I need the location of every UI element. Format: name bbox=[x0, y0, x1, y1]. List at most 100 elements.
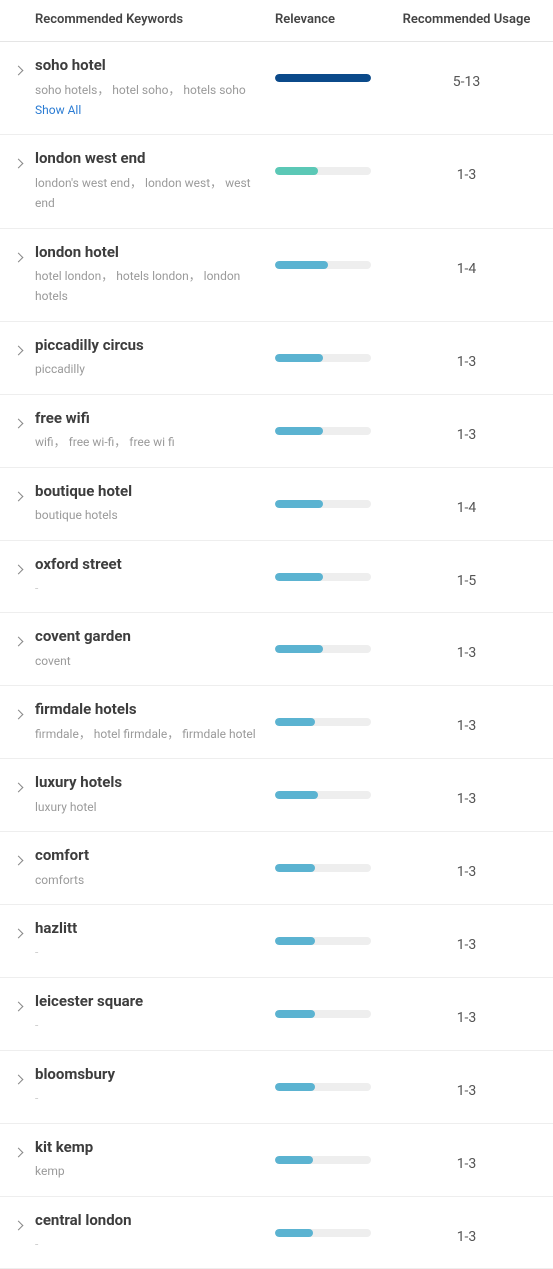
relevance-cell bbox=[275, 1211, 395, 1237]
expand-toggle[interactable] bbox=[15, 773, 35, 795]
expand-toggle[interactable] bbox=[15, 919, 35, 941]
keywords-table: Recommended Keywords Relevance Recommend… bbox=[0, 0, 553, 1269]
relevance-bar-track bbox=[275, 573, 371, 581]
expand-toggle[interactable] bbox=[15, 336, 35, 358]
expand-toggle[interactable] bbox=[15, 1211, 35, 1233]
keyword-sub: luxury hotel bbox=[35, 797, 265, 817]
keyword-main: hazlitt bbox=[35, 919, 265, 939]
keyword-sub: - bbox=[35, 1015, 265, 1035]
chevron-right-icon bbox=[14, 252, 24, 262]
usage-cell: 1-5 bbox=[395, 555, 538, 589]
relevance-bar-fill bbox=[275, 718, 315, 726]
relevance-cell bbox=[275, 56, 395, 82]
table-row: free wifi wifi， free wi-fi， free wi fi 1-3 bbox=[0, 395, 553, 468]
relevance-bar-fill bbox=[275, 1010, 315, 1018]
keyword-cell: piccadilly circuspiccadilly bbox=[35, 336, 275, 380]
keyword-cell: bloomsbury - bbox=[35, 1065, 275, 1109]
chevron-right-icon bbox=[14, 710, 24, 720]
relevance-cell bbox=[275, 846, 395, 872]
keyword-sub: firmdale， hotel firmdale， firmdale hotel bbox=[35, 724, 265, 744]
usage-cell: 1-3 bbox=[395, 992, 538, 1026]
chevron-right-icon bbox=[14, 159, 24, 169]
relevance-cell bbox=[275, 773, 395, 799]
usage-cell: 1-4 bbox=[395, 243, 538, 277]
table-row: boutique hotelboutique hotels1-4 bbox=[0, 468, 553, 541]
table-row: firmdale hotels firmdale， hotel firmdale，… bbox=[0, 686, 553, 759]
keyword-cell: london west end london's west end， london… bbox=[35, 149, 275, 213]
keyword-sub: - bbox=[35, 942, 265, 962]
keyword-main: comfort bbox=[35, 846, 265, 866]
chevron-right-icon bbox=[14, 1001, 24, 1011]
keyword-cell: free wifi wifi， free wi-fi， free wi fi bbox=[35, 409, 275, 453]
relevance-bar-track bbox=[275, 864, 371, 872]
chevron-right-icon bbox=[14, 1074, 24, 1084]
expand-toggle[interactable] bbox=[15, 409, 35, 431]
relevance-bar-fill bbox=[275, 261, 328, 269]
header-relevance: Relevance bbox=[275, 12, 395, 27]
keyword-cell: firmdale hotels firmdale， hotel firmdale，… bbox=[35, 700, 275, 744]
table-row: luxury hotelsluxury hotel1-3 bbox=[0, 759, 553, 832]
chevron-right-icon bbox=[14, 929, 24, 939]
keyword-cell: leicester square- bbox=[35, 992, 275, 1036]
keyword-main: firmdale hotels bbox=[35, 700, 265, 720]
keyword-cell: hazlitt - bbox=[35, 919, 275, 963]
keyword-main: london west end bbox=[35, 149, 265, 169]
relevance-cell bbox=[275, 919, 395, 945]
relevance-bar-fill bbox=[275, 500, 323, 508]
keyword-main: luxury hotels bbox=[35, 773, 265, 793]
table-row: kit kempkemp1-3 bbox=[0, 1124, 553, 1197]
expand-toggle[interactable] bbox=[15, 1065, 35, 1087]
expand-toggle[interactable] bbox=[15, 846, 35, 868]
expand-toggle[interactable] bbox=[15, 627, 35, 649]
usage-cell: 1-3 bbox=[395, 700, 538, 734]
relevance-bar-track bbox=[275, 354, 371, 362]
expand-toggle[interactable] bbox=[15, 555, 35, 577]
relevance-bar-fill bbox=[275, 791, 318, 799]
relevance-bar-track bbox=[275, 645, 371, 653]
usage-cell: 1-3 bbox=[395, 919, 538, 953]
keyword-cell: central london- bbox=[35, 1211, 275, 1255]
relevance-cell bbox=[275, 992, 395, 1018]
chevron-right-icon bbox=[14, 345, 24, 355]
expand-toggle[interactable] bbox=[15, 1138, 35, 1160]
table-row: london hotelhotel london， hotels london，… bbox=[0, 229, 553, 322]
relevance-bar-track bbox=[275, 937, 371, 945]
usage-cell: 1-3 bbox=[395, 1065, 538, 1099]
table-row: bloomsbury - 1-3 bbox=[0, 1051, 553, 1124]
chevron-right-icon bbox=[14, 418, 24, 428]
keyword-sub: london's west end， london west， west end bbox=[35, 173, 265, 214]
expand-toggle[interactable] bbox=[15, 482, 35, 504]
expand-toggle[interactable] bbox=[15, 700, 35, 722]
show-all-link[interactable]: Show All bbox=[35, 103, 81, 117]
keyword-main: bloomsbury bbox=[35, 1065, 265, 1085]
usage-cell: 1-3 bbox=[395, 1211, 538, 1245]
table-row: covent gardencovent1-3 bbox=[0, 613, 553, 686]
expand-toggle[interactable] bbox=[15, 992, 35, 1014]
usage-cell: 1-3 bbox=[395, 846, 538, 880]
relevance-cell bbox=[275, 555, 395, 581]
table-row: oxford street-1-5 bbox=[0, 541, 553, 614]
keyword-sub: wifi， free wi-fi， free wi fi bbox=[35, 432, 265, 452]
usage-cell: 5-13 bbox=[395, 56, 538, 90]
keyword-main: soho hotel bbox=[35, 56, 265, 76]
header-keywords: Recommended Keywords bbox=[15, 12, 275, 27]
usage-cell: 1-3 bbox=[395, 1138, 538, 1172]
relevance-bar-fill bbox=[275, 573, 323, 581]
relevance-bar-track bbox=[275, 261, 371, 269]
relevance-cell bbox=[275, 336, 395, 362]
relevance-cell bbox=[275, 149, 395, 175]
expand-toggle[interactable] bbox=[15, 56, 35, 78]
usage-cell: 1-3 bbox=[395, 336, 538, 370]
relevance-cell bbox=[275, 627, 395, 653]
relevance-cell bbox=[275, 243, 395, 269]
chevron-right-icon bbox=[14, 783, 24, 793]
keyword-main: central london bbox=[35, 1211, 265, 1231]
keyword-sub: comforts bbox=[35, 870, 265, 890]
keyword-main: kit kemp bbox=[35, 1138, 265, 1158]
keyword-main: free wifi bbox=[35, 409, 265, 429]
keyword-sub: - bbox=[35, 1088, 265, 1108]
expand-toggle[interactable] bbox=[15, 243, 35, 265]
expand-toggle[interactable] bbox=[15, 149, 35, 171]
table-header: Recommended Keywords Relevance Recommend… bbox=[0, 0, 553, 42]
usage-cell: 1-3 bbox=[395, 409, 538, 443]
